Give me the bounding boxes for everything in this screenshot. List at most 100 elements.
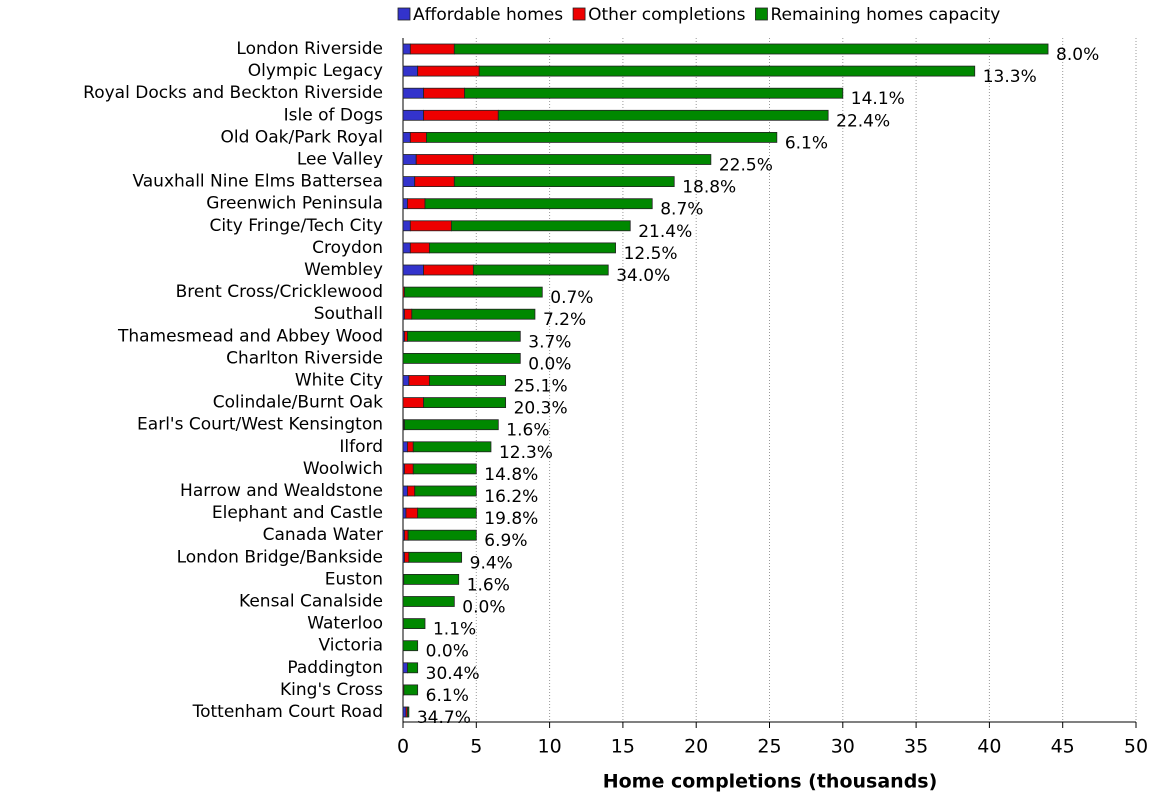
- bar-segment: [406, 662, 419, 674]
- y-tick-label: Euston: [325, 569, 383, 589]
- y-tick-label: Vauxhall Nine Elms Battersea: [132, 172, 383, 192]
- bar-segment: [414, 176, 455, 188]
- y-tick-label: Waterloo: [307, 614, 383, 634]
- bar-annotation: 34.7%: [417, 708, 471, 728]
- bar-segment: [404, 286, 543, 298]
- bar-segment: [453, 43, 1049, 55]
- x-tick-label: 10: [538, 736, 562, 758]
- bar-segment: [402, 441, 408, 453]
- y-tick-label: Southall: [314, 304, 383, 324]
- y-tick-label: Ilford: [339, 437, 383, 457]
- bar-segment: [404, 551, 410, 563]
- bar-annotation: 1.6%: [467, 575, 510, 595]
- bar-segment: [402, 618, 426, 629]
- legend-label: Other completions: [588, 5, 746, 25]
- y-tick-label: Croydon: [312, 238, 383, 258]
- legend-swatch: [755, 7, 768, 21]
- bar-annotation: 30.4%: [426, 664, 480, 684]
- y-tick-label: Woolwich: [303, 459, 383, 479]
- bar-annotation: 8.0%: [1056, 45, 1099, 65]
- bar-annotation: 22.4%: [836, 111, 890, 131]
- bar-segment: [423, 397, 507, 409]
- bar-segment: [402, 397, 424, 409]
- bar-annotation: 0.0%: [528, 354, 571, 374]
- bar-segment: [417, 507, 477, 519]
- y-tick-label: King's Cross: [280, 680, 383, 700]
- bar-annotation: 0.7%: [550, 288, 593, 308]
- bar-annotation: 6.9%: [484, 531, 527, 551]
- bar-segment: [403, 684, 419, 696]
- bar-segment: [402, 109, 424, 121]
- bar-segment: [402, 352, 521, 364]
- bar-segment: [423, 264, 474, 276]
- y-tick-label: Lee Valley: [297, 150, 383, 170]
- x-tick-label: 5: [470, 736, 482, 758]
- bar-segment: [404, 330, 408, 342]
- bar-annotation: 12.3%: [499, 443, 553, 463]
- bar-segment: [403, 574, 460, 585]
- y-tick-label: Colindale/Burnt Oak: [213, 393, 383, 413]
- bar-annotation: 1.6%: [506, 421, 549, 441]
- bar-annotation: 9.4%: [470, 553, 513, 573]
- bar-segment: [402, 87, 424, 99]
- bar-segment: [402, 65, 419, 77]
- bar-segment: [404, 419, 499, 431]
- bar-segment: [497, 109, 829, 121]
- y-tick-label: White City: [295, 371, 383, 391]
- y-tick-label: Harrow and Wealdstone: [180, 481, 383, 501]
- bar-segment: [402, 43, 411, 55]
- y-tick-label: Greenwich Peninsula: [206, 194, 383, 214]
- bar-segment: [412, 441, 492, 453]
- bar-segment: [402, 220, 411, 232]
- bar-annotation: 22.5%: [719, 156, 773, 176]
- bar-annotation: 13.3%: [983, 67, 1037, 87]
- x-tick-label: 30: [831, 736, 855, 758]
- y-tick-label: Thamesmead and Abbey Wood: [117, 326, 383, 346]
- bar-segment: [415, 154, 474, 165]
- bar-segment: [412, 463, 477, 475]
- bar-segment: [406, 330, 521, 342]
- y-tick-label: Olympic Legacy: [248, 61, 383, 81]
- bar-segment: [402, 485, 408, 497]
- bar-segment: [423, 109, 499, 121]
- legend-swatch: [572, 7, 586, 21]
- bar-segment: [402, 131, 411, 143]
- bar-segment: [402, 176, 416, 188]
- y-tick-label: Charlton Riverside: [226, 348, 383, 368]
- bar-segment: [428, 242, 616, 254]
- bar-segment: [426, 131, 778, 143]
- bar-annotation: 3.7%: [528, 332, 571, 352]
- y-tick-label: Earl's Court/West Kensington: [137, 415, 383, 435]
- x-axis-title: Home completions (thousands): [603, 771, 938, 793]
- x-tick-label: 15: [611, 736, 635, 758]
- y-tick-label: Canada Water: [263, 525, 383, 545]
- bar-segment: [402, 242, 411, 254]
- bar-annotation: 14.1%: [851, 89, 905, 109]
- bar-segment: [428, 375, 507, 386]
- bar-segment: [402, 640, 419, 652]
- bar-segment: [409, 131, 427, 143]
- bar-segment: [402, 198, 408, 210]
- bar-segment: [417, 65, 480, 77]
- bar-segment: [409, 220, 452, 232]
- bar-annotation: 14.8%: [484, 465, 538, 485]
- bar-segment: [406, 485, 416, 497]
- bar-segment: [404, 308, 413, 320]
- bar-segment: [409, 43, 455, 55]
- y-tick-label: London Bridge/Bankside: [177, 547, 383, 567]
- bar-segment: [405, 507, 419, 519]
- x-tick-label: 50: [1124, 736, 1148, 758]
- bar-segment: [406, 441, 414, 453]
- bar-annotation: 34.0%: [616, 266, 670, 286]
- y-tick-label: Tottenham Court Road: [192, 702, 383, 722]
- y-tick-label: Paddington: [287, 658, 383, 678]
- bar-segment: [407, 529, 477, 541]
- bar-segment: [414, 485, 477, 497]
- bar-segment: [402, 507, 407, 519]
- bar-segment: [402, 154, 417, 165]
- bar-annotation: 0.0%: [462, 598, 505, 618]
- bar-annotation: 6.1%: [426, 686, 469, 706]
- y-tick-label: Kensal Canalside: [239, 592, 383, 612]
- x-tick-label: 35: [904, 736, 928, 758]
- bar-annotation: 0.0%: [426, 642, 469, 662]
